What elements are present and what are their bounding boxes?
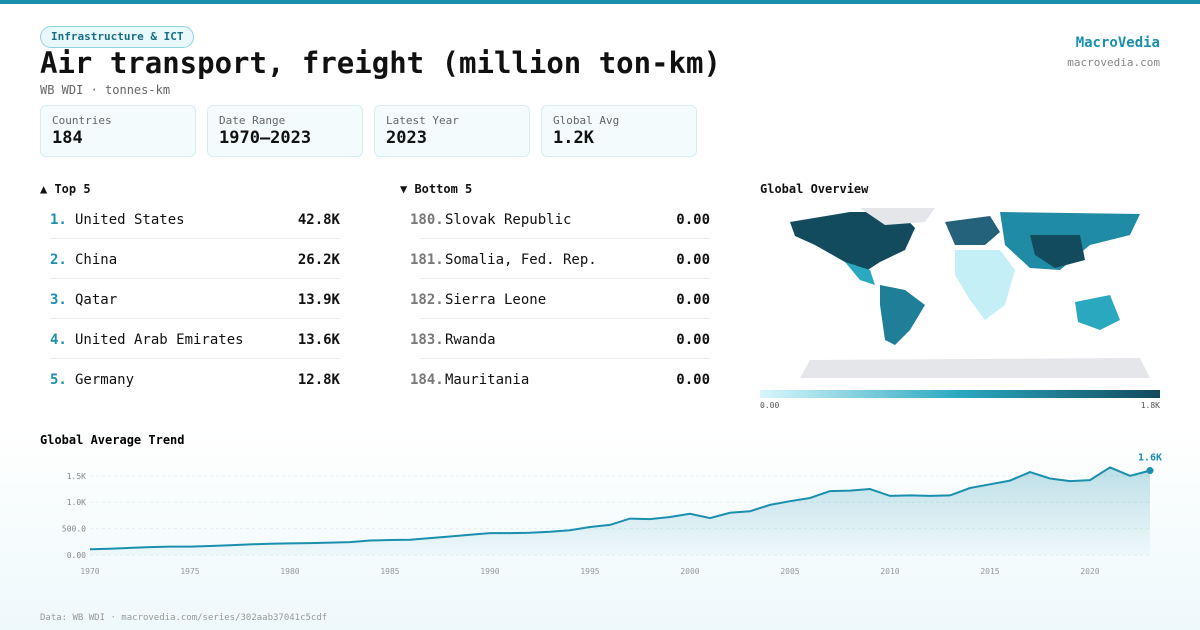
x-tick-label: 1985 bbox=[380, 567, 399, 576]
y-tick-label: 1.5K bbox=[67, 472, 86, 481]
x-tick-label: 1975 bbox=[180, 567, 199, 576]
separator bbox=[420, 238, 710, 239]
value: 0.00 bbox=[676, 212, 710, 228]
separator bbox=[420, 358, 710, 359]
separator bbox=[50, 238, 340, 239]
separator bbox=[50, 278, 340, 279]
country: Mauritania bbox=[445, 372, 530, 388]
rank: 180. bbox=[410, 212, 444, 228]
value: 13.6K bbox=[297, 332, 340, 348]
country: Germany bbox=[75, 372, 135, 388]
end-point bbox=[1146, 467, 1154, 475]
x-tick-label: 2010 bbox=[880, 567, 899, 576]
y-tick-label: 0.00 bbox=[67, 551, 86, 560]
rank: 5. bbox=[50, 372, 67, 388]
stat-card: Date Range 1970–2023 bbox=[207, 105, 363, 157]
x-tick-label: 2000 bbox=[680, 567, 699, 576]
rank: 1. bbox=[50, 212, 67, 228]
bottom-title: ▼ Bottom 5 bbox=[400, 182, 473, 196]
footer: Data: WB WDI · macrovedia.com/series/302… bbox=[40, 613, 328, 623]
separator bbox=[50, 358, 340, 359]
country: Slovak Republic bbox=[445, 212, 572, 228]
country: Qatar bbox=[75, 292, 118, 308]
stat-card: Latest Year 2023 bbox=[374, 105, 530, 157]
value: 0.00 bbox=[676, 252, 710, 268]
separator bbox=[420, 278, 710, 279]
x-tick-label: 1990 bbox=[480, 567, 499, 576]
separator bbox=[50, 318, 340, 319]
category-badge: Infrastructure & ICT bbox=[40, 26, 195, 48]
country: China bbox=[75, 252, 118, 268]
country: Sierra Leone bbox=[445, 292, 547, 308]
country: United Arab Emirates bbox=[75, 332, 244, 348]
stat-card: Global Avg 1.2K bbox=[541, 105, 697, 157]
top-bar bbox=[0, 0, 1200, 4]
y-tick-label: 1.0K bbox=[67, 498, 86, 507]
country: Rwanda bbox=[445, 332, 496, 348]
stat-label: Latest Year bbox=[386, 114, 459, 127]
rank: 4. bbox=[50, 332, 67, 348]
x-tick-label: 1970 bbox=[80, 567, 99, 576]
world-map bbox=[780, 208, 1160, 388]
stat-value: 2023 bbox=[386, 128, 427, 148]
rank: 2. bbox=[50, 252, 67, 268]
stat-value: 1.2K bbox=[553, 128, 594, 148]
stat-label: Countries bbox=[52, 114, 112, 127]
country: Somalia, Fed. Rep. bbox=[445, 252, 597, 268]
rank: 181. bbox=[410, 252, 444, 268]
value: 26.2K bbox=[297, 252, 340, 268]
x-tick-label: 2015 bbox=[980, 567, 999, 576]
value: 13.9K bbox=[297, 292, 340, 308]
stat-card: Countries 184 bbox=[40, 105, 196, 157]
top-title: ▲ Top 5 bbox=[40, 182, 91, 196]
stat-label: Global Avg bbox=[553, 114, 620, 127]
subtitle: WB WDI · tonnes-km bbox=[40, 83, 171, 97]
scale-min: 0.00 bbox=[760, 401, 779, 410]
value: 0.00 bbox=[676, 372, 710, 388]
x-tick-label: 2005 bbox=[780, 567, 799, 576]
value: 0.00 bbox=[676, 292, 710, 308]
country: United States bbox=[75, 212, 185, 228]
map-title: Global Overview bbox=[760, 182, 869, 196]
rank: 3. bbox=[50, 292, 67, 308]
scale-max: 1.8K bbox=[1141, 401, 1160, 410]
value: 12.8K bbox=[297, 372, 340, 388]
rank: 184. bbox=[410, 372, 444, 388]
rank: 183. bbox=[410, 332, 444, 348]
stat-value: 1970–2023 bbox=[219, 128, 312, 148]
value: 0.00 bbox=[676, 332, 710, 348]
chart-title: Global Average Trend bbox=[40, 433, 185, 447]
stat-label: Date Range bbox=[219, 114, 286, 127]
separator bbox=[420, 318, 710, 319]
domain: macrovedia.com bbox=[1067, 56, 1160, 69]
area bbox=[90, 467, 1150, 555]
end-label: 1.6K bbox=[1138, 453, 1162, 464]
stat-value: 184 bbox=[52, 128, 83, 148]
brand: MacroVedia bbox=[1075, 35, 1160, 51]
rank: 182. bbox=[410, 292, 444, 308]
x-tick-label: 1995 bbox=[580, 567, 599, 576]
title: Air transport, freight (million ton-km) bbox=[40, 46, 721, 80]
x-tick-label: 2020 bbox=[1080, 567, 1099, 576]
color-scale bbox=[760, 390, 1160, 398]
line bbox=[89, 466, 1151, 551]
x-tick-label: 1980 bbox=[280, 567, 299, 576]
y-tick-label: 500.0 bbox=[62, 525, 86, 534]
value: 42.8K bbox=[297, 212, 340, 228]
